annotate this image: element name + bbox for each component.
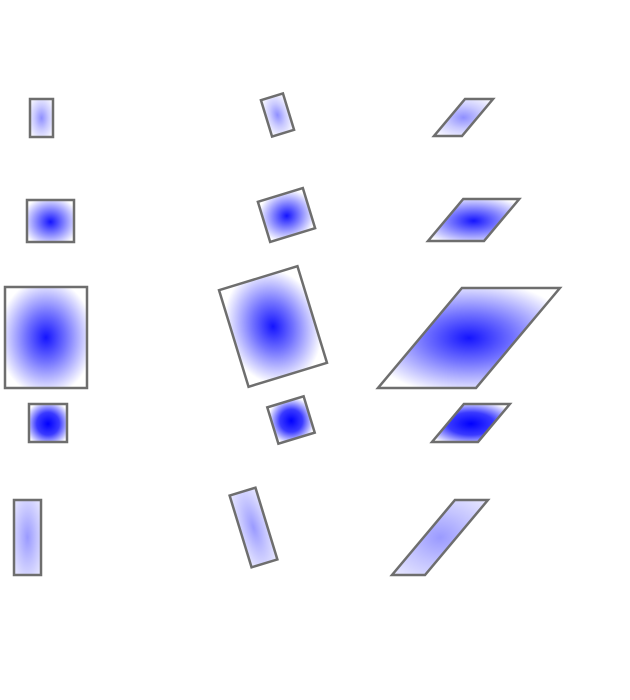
rect-large-rotated — [217, 264, 329, 389]
rect-tall-rotated-path — [228, 486, 279, 569]
rect-large-upright — [0, 281, 93, 394]
rect-medium-rotated-path — [256, 186, 317, 244]
rect-small-rotated-path — [259, 91, 296, 139]
rect-tall-upright-path — [12, 498, 43, 577]
rect-medium-upright-path — [25, 198, 76, 244]
parallelogram-small-strong-sheared — [426, 398, 516, 448]
rect-large-rotated-path — [217, 264, 329, 389]
rect-large-upright-path — [3, 285, 89, 390]
rect-medium-upright — [21, 194, 80, 248]
parallelogram-large-sheared-path — [375, 286, 563, 390]
parallelogram-large-sheared — [372, 282, 566, 394]
parallelogram-small-sheared — [428, 93, 499, 142]
rect-small-upright — [24, 93, 59, 143]
parallelogram-tall-sheared-path — [389, 498, 491, 577]
rect-tall-upright — [8, 494, 47, 581]
parallelogram-small-strong-sheared-path — [429, 402, 513, 444]
rect-small-strong-upright — [23, 398, 73, 448]
parallelogram-medium-sheared — [422, 193, 525, 247]
rect-small-strong-upright-path — [27, 402, 69, 444]
parallelogram-tall-sheared — [386, 494, 494, 581]
rect-small-upright-path — [28, 97, 55, 139]
rect-small-strong-rotated — [265, 394, 317, 446]
parallelogram-medium-sheared-path — [425, 197, 522, 243]
parallelogram-small-sheared-path — [431, 97, 496, 138]
rect-medium-rotated — [256, 186, 317, 244]
rect-small-rotated — [259, 90, 296, 140]
rect-small-strong-rotated-path — [265, 394, 317, 446]
rect-tall-rotated — [228, 484, 279, 571]
